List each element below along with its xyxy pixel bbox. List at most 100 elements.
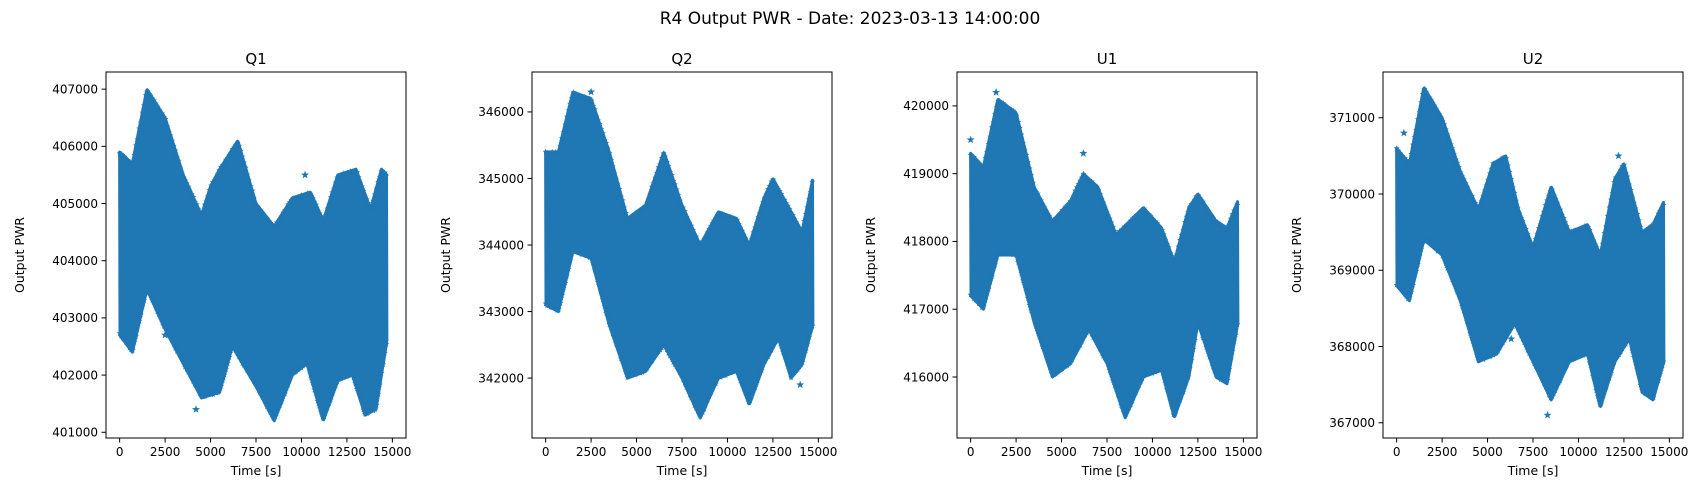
scatter-point — [355, 388, 362, 395]
scatter-point — [557, 142, 564, 149]
scatter-point — [321, 215, 328, 222]
scatter-point — [371, 406, 378, 413]
scatter-point — [1142, 209, 1149, 216]
scatter-point — [1583, 349, 1590, 355]
scatter-point — [688, 394, 695, 401]
scatter-point — [1209, 363, 1216, 370]
scatter-point — [1199, 198, 1207, 205]
scatter-point — [173, 348, 180, 354]
scatter-point — [742, 235, 749, 242]
scatter-point — [353, 168, 360, 175]
scatter-point — [1460, 307, 1467, 314]
scatter-point — [1607, 369, 1615, 376]
scatter-point — [152, 302, 159, 309]
scatter-point — [1653, 216, 1660, 222]
scatter-point — [1517, 331, 1525, 338]
scatter-point — [227, 149, 234, 156]
scatter-point — [702, 400, 710, 406]
scatter-point — [129, 346, 136, 353]
scatter-point — [684, 217, 692, 224]
y-tick-label: 403000 — [52, 311, 98, 325]
scatter-point — [1439, 117, 1446, 124]
scatter-point — [748, 236, 755, 242]
scatter-point — [360, 187, 367, 194]
scatter-point — [1599, 240, 1606, 247]
scatter-point — [1544, 197, 1551, 204]
scatter-point — [612, 340, 620, 347]
scatter-point — [1630, 353, 1637, 360]
scatter-point — [1070, 352, 1077, 359]
scatter-point — [1131, 391, 1138, 398]
scatter-point — [671, 361, 678, 368]
y-tick-label: 404000 — [52, 254, 98, 268]
scatter-point — [1044, 357, 1051, 364]
panel-title: U1 — [1097, 50, 1118, 68]
scatter-point — [1011, 111, 1018, 118]
scatter-point — [1508, 175, 1515, 182]
scatter-point — [748, 393, 755, 399]
scatter-point — [568, 250, 575, 257]
scatter-point — [1155, 223, 1162, 229]
scatter-point — [590, 102, 597, 109]
scatter-point — [224, 155, 231, 162]
scatter-point — [1467, 191, 1474, 197]
scatter-point — [1545, 193, 1552, 200]
scatter-point — [1647, 223, 1654, 230]
outlier-point — [1399, 128, 1408, 137]
scatter-point — [321, 413, 328, 420]
scatter-point — [1134, 212, 1141, 219]
scatter-point — [660, 342, 667, 348]
scatter-point — [1234, 321, 1241, 328]
scatter-point — [296, 195, 303, 201]
scatter-point — [796, 363, 803, 370]
x-tick-label: 7500 — [1518, 445, 1549, 459]
scatter-point — [606, 150, 613, 156]
scatter-point — [1163, 386, 1171, 392]
scatter-point — [742, 389, 749, 396]
scatter-point — [1657, 370, 1664, 377]
scatter-point — [375, 178, 382, 185]
scatter-point — [1427, 240, 1435, 247]
scatter-point — [791, 369, 798, 375]
scatter-point — [357, 393, 364, 400]
scatter-point — [201, 201, 208, 208]
scatter-point — [150, 97, 158, 104]
scatter-point — [990, 119, 997, 125]
outlier-point — [1507, 334, 1516, 343]
scatter-point — [1177, 237, 1184, 243]
scatter-point — [1152, 368, 1159, 375]
scatter-point — [770, 342, 777, 349]
scatter-point — [329, 189, 336, 196]
scatter-point — [211, 388, 218, 394]
scatter-point — [1473, 203, 1480, 210]
scatter-point — [614, 180, 621, 187]
scatter-point — [630, 212, 638, 219]
scatter-point — [970, 295, 977, 302]
scatter-point — [725, 368, 732, 374]
panel-title: Q2 — [671, 50, 692, 68]
scatter-point — [116, 330, 123, 336]
scatter-point — [1539, 375, 1546, 382]
scatter-point — [1088, 330, 1095, 337]
scatter-point — [293, 368, 300, 374]
scatter-point — [1101, 204, 1108, 211]
scatter-point — [1175, 400, 1182, 407]
scatter-point — [1630, 199, 1637, 206]
scatter-point — [716, 210, 723, 217]
scatter-point — [629, 213, 636, 220]
scatter-point — [1506, 327, 1513, 334]
scatter-point — [1091, 181, 1099, 188]
scatter-point — [1627, 338, 1634, 344]
scatter-point — [1473, 351, 1480, 358]
scatter-point — [558, 292, 566, 298]
y-tick-label: 370000 — [1329, 187, 1375, 201]
scatter-point — [254, 203, 261, 209]
scatter-point — [226, 354, 233, 360]
scatter-point — [727, 369, 734, 376]
scatter-point — [1580, 224, 1587, 231]
scatter-point — [1408, 288, 1415, 295]
scatter-point — [1460, 176, 1467, 183]
scatter-point — [1481, 187, 1489, 194]
scatter-point — [707, 389, 714, 396]
x-tick-label: 0 — [1393, 445, 1401, 459]
